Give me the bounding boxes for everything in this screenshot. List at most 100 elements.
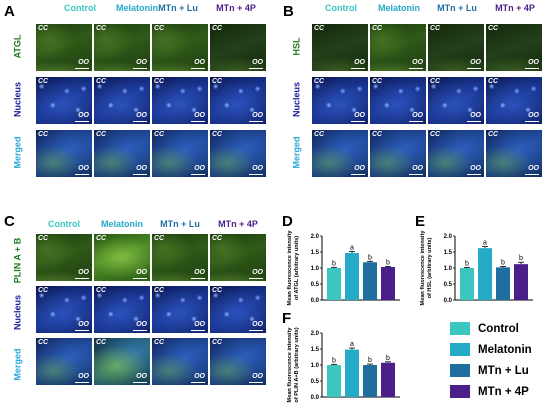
chart-f-ylabel-line-1: Mean fluorescence intensity	[287, 327, 293, 403]
chart-e-sig-label-0: b	[465, 260, 469, 267]
micrograph-a-nucleus-mtn-lu: CC OO	[152, 77, 208, 124]
micrograph-a-nucleus-mtn-4p: CC OO	[210, 77, 266, 124]
chart-d-ytick-label-1: 0.5	[311, 282, 320, 288]
panel-letter-d: D	[282, 213, 293, 230]
chart-f: Mean fluorescence intensity of PLIN A+B (…	[287, 327, 400, 403]
legend-item-mtn-lu: MTn + Lu	[450, 364, 529, 377]
column-header-mtn-lu: MTn + Lu	[160, 219, 200, 229]
chart-f-bar-1	[345, 349, 359, 397]
chart-e-ytick-label-2: 1.0	[444, 266, 453, 272]
micrograph-c-nucleus-mtn-4p: CC OO	[210, 286, 266, 333]
column-header-mtn-lu: MTn + Lu	[437, 3, 477, 13]
row-label-nucleus: Nucleus	[291, 82, 302, 118]
column-header-control: Control	[48, 219, 80, 229]
chart-e-sig-label-2: b	[501, 259, 505, 266]
panel-letter-c: C	[4, 213, 15, 230]
column-header-control: Control	[64, 3, 96, 13]
micrograph-b-merged-melatonin: CC OO	[370, 130, 426, 177]
row-label-nucleus: Nucleus	[12, 82, 23, 118]
column-header-mtn-4p: MTn + 4P	[218, 219, 258, 229]
row-label-hsl: HSL	[291, 37, 302, 56]
micrograph-c-nucleus-mtn-lu: CC OO	[152, 286, 208, 333]
chart-e-bar-0	[460, 268, 474, 300]
column-header-melatonin: Melatonin	[378, 3, 420, 13]
chart-d-sig-label-2: b	[368, 254, 372, 261]
chart-e-ytick-label-0: 0.0	[444, 298, 453, 304]
column-header-melatonin: Melatonin	[101, 219, 143, 229]
micrograph-a-merged-mtn-lu: CC OO	[152, 130, 208, 177]
micrograph-c-merged-melatonin: CC OO	[94, 338, 150, 385]
micrograph-a-nucleus-control: CC OO	[36, 77, 92, 124]
row-label-merged: Merged	[12, 136, 23, 169]
chart-d-ytick-label-2: 1.0	[311, 266, 320, 272]
chart-f-ytick-label-2: 1.0	[311, 363, 320, 369]
chart-d-ylabel-line-2: of ATGL (arbitrary units)	[294, 236, 300, 300]
row-label-plin-a-b: PLIN A + B	[12, 237, 23, 284]
micrograph-b-merged-mtn-lu: CC OO	[428, 130, 484, 177]
legend-swatch-mtn-lu	[450, 364, 470, 377]
chart-e-bar-1	[478, 248, 492, 300]
micrograph-b-hsl-mtn-4p: CC OO	[486, 24, 542, 71]
micrograph-a-merged-mtn-4p: CC OO	[210, 130, 266, 177]
chart-e-ytick-label-3: 1.5	[444, 250, 453, 256]
row-label-merged: Merged	[12, 348, 23, 381]
chart-f-bar-0	[327, 365, 341, 397]
micrograph-b-hsl-melatonin: CC OO	[370, 24, 426, 71]
chart-f-sig-label-1: a	[350, 341, 354, 348]
column-header-mtn-4p: MTn + 4P	[495, 3, 535, 13]
chart-d-bar-2	[363, 262, 377, 300]
micrograph-b-hsl-mtn-lu: CC OO	[428, 24, 484, 71]
chart-d-sig-label-0: b	[332, 260, 336, 267]
legend-item-melatonin: Melatonin	[450, 343, 532, 356]
micrograph-b-nucleus-control: CC OO	[312, 77, 368, 124]
micrograph-c-merged-mtn-lu: CC OO	[152, 338, 208, 385]
micrograph-c-nucleus-control: CC OO	[36, 286, 92, 333]
chart-f-sig-label-2: b	[368, 357, 372, 364]
micrograph-b-hsl-control: CC OO	[312, 24, 368, 71]
micrograph-a-atgl-mtn-lu: CC OO	[152, 24, 208, 71]
legend-swatch-mtn-4p	[450, 385, 470, 398]
micrograph-c-nucleus-melatonin: CC OO	[94, 286, 150, 333]
panel-letter-e: E	[415, 213, 426, 230]
micrograph-b-nucleus-melatonin: CC OO	[370, 77, 426, 124]
chart-e: Mean fluorescence intensity of HSL (arbit…	[420, 230, 533, 306]
column-header-melatonin: Melatonin	[116, 3, 158, 13]
legend-label-mtn-4p: MTn + 4P	[478, 385, 529, 398]
chart-f-ylabel-line-2: of PLIN A+B (arbitrary units)	[294, 327, 300, 402]
chart-e-ytick-label-4: 2.0	[444, 234, 453, 240]
micrograph-a-nucleus-melatonin: CC OO	[94, 77, 150, 124]
chart-f-ytick-label-3: 1.5	[311, 347, 320, 353]
legend-label-mtn-lu: MTn + Lu	[478, 364, 529, 377]
micrograph-c-plin-control: CC OO	[36, 234, 92, 281]
chart-d-ytick-label-4: 2.0	[311, 234, 320, 240]
legend-label-melatonin: Melatonin	[478, 343, 532, 356]
chart-e-sig-label-1: a	[483, 240, 487, 247]
chart-f-bar-2	[363, 365, 377, 397]
micrograph-c-plin-melatonin: CC OO	[94, 234, 150, 281]
chart-d-bar-0	[327, 268, 341, 300]
legend-label-control: Control	[478, 322, 519, 335]
panel-letter-f: F	[282, 310, 292, 327]
chart-f-sig-label-0: b	[332, 357, 336, 364]
chart-d: Mean fluorescence intensity of ATGL (arbi…	[287, 230, 400, 306]
chart-f-bar-3	[381, 362, 395, 397]
panel-letter-b: B	[283, 3, 294, 20]
micrograph-a-merged-control: CC OO	[36, 130, 92, 177]
row-label-merged: Merged	[291, 136, 302, 169]
row-label-nucleus: Nucleus	[12, 295, 23, 331]
micrograph-b-merged-mtn-4p: CC OO	[486, 130, 542, 177]
legend-swatch-melatonin	[450, 343, 470, 356]
chart-d-ylabel-line-1: Mean fluorescence intensity	[287, 230, 293, 306]
chart-e-ylabel-line-1: Mean fluorescence intensity	[420, 230, 426, 306]
legend-swatch-control	[450, 322, 470, 335]
micrograph-a-atgl-mtn-4p: CC OO	[210, 24, 266, 71]
chart-d-bar-1	[345, 252, 359, 300]
chart-f-ytick-label-1: 0.5	[311, 379, 320, 385]
chart-f-ytick-label-4: 2.0	[311, 331, 320, 337]
micrograph-c-merged-control: CC OO	[36, 338, 92, 385]
panel-letter-a: A	[4, 3, 15, 20]
micrograph-a-atgl-control: CC OO	[36, 24, 92, 71]
chart-d-bar-3	[381, 267, 395, 300]
chart-d-ytick-label-3: 1.5	[311, 250, 320, 256]
micrograph-c-plin-mtn-lu: CC OO	[152, 234, 208, 281]
